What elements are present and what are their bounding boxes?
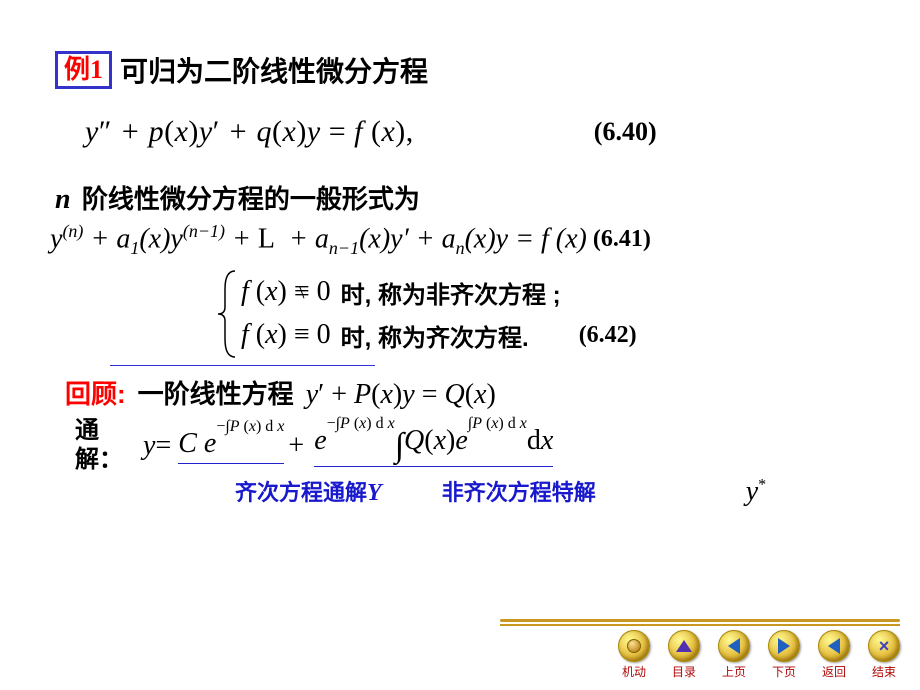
triangle-left-icon <box>728 638 740 654</box>
solution-label: 通解： <box>75 417 135 475</box>
equation-641-row: y(n) + a1(x)y(n−1) + L + an−1(x)y′ + an(… <box>50 221 870 259</box>
review-equation: y′ + P(x)y = Q(x) <box>306 379 496 411</box>
triangle-right-icon <box>778 638 790 654</box>
nav-end-button[interactable]: × <box>868 630 900 662</box>
nav-next-label: 下页 <box>772 663 796 680</box>
slide-content: 例1 可归为二阶线性微分方程 y″ + p(x)y′ + q(x)y = f (… <box>0 0 920 508</box>
nav-item-next: 下页 <box>768 630 800 680</box>
nav-auto-button[interactable] <box>618 630 650 662</box>
nav-prev-button[interactable] <box>718 630 750 662</box>
nav-prev-label: 上页 <box>722 663 746 680</box>
nav-end-label: 结束 <box>872 663 896 680</box>
equation-640-row: y″ + p(x)y′ + q(x)y = f (x), (6.40) <box>85 115 870 149</box>
example-label: 例1 <box>64 55 103 84</box>
equation-641-number: (6.41) <box>593 226 651 253</box>
term-homog: C e−∫P (x) d x <box>178 428 284 464</box>
dot-icon <box>627 639 641 653</box>
nav-item-prev: 上页 <box>718 630 750 680</box>
nav-next-button[interactable] <box>768 630 800 662</box>
nav-item-back: 返回 <box>818 630 850 680</box>
nav-item-auto: 机动 <box>618 630 650 680</box>
y-star: y* <box>746 476 766 508</box>
term-particular: e−∫P (x) d x∫Q(x) e∫P (x) d x dx <box>314 425 553 467</box>
triangle-up-icon <box>676 640 692 652</box>
brace-line-1: f (x) ≡ 0 时, 称为非齐次方程 ; <box>241 275 637 310</box>
particular-label: 非齐次方程特解 <box>442 475 596 507</box>
title-row: 例1 可归为二阶线性微分方程 <box>55 50 870 90</box>
equation-640-number: (6.40) <box>594 117 657 147</box>
equation-640: y″ + p(x)y′ + q(x)y = f (x), <box>85 115 414 149</box>
under-labels-row: 齐次方程通解Y 非齐次方程特解 y* <box>235 475 870 508</box>
bottom-nav: 机动 目录 上页 下页 返回 × 结束 <box>500 619 900 680</box>
review-heading: 一阶线性方程 <box>138 374 294 411</box>
equation-641: y(n) + a1(x)y(n−1) + L + an−1(x)y′ + an(… <box>50 221 587 259</box>
page-title: 可归为二阶线性微分方程 <box>120 50 428 90</box>
solution-equation: y = C e−∫P (x) d x + e−∫P (x) d x∫Q(x) e… <box>143 425 553 467</box>
nav-bar-bottom <box>500 624 900 626</box>
section-n-order: n 阶线性微分方程的一般形式为 <box>55 179 870 216</box>
brace-lines: f (x) ≡ 0 时, 称为非齐次方程 ; f (x) ≡ 0 时, 称为齐次… <box>241 275 637 353</box>
section2-text: 阶线性微分方程的一般形式为 <box>82 184 420 214</box>
example-box: 例1 <box>55 51 112 88</box>
nav-bar-top <box>500 619 900 622</box>
nav-item-toc: 目录 <box>668 630 700 680</box>
homog-text: 时, 称为齐次方程. <box>341 318 529 353</box>
review-row: 回顾: 一阶线性方程 y′ + P(x)y = Q(x) <box>65 374 870 411</box>
review-label: 回顾: <box>65 374 126 411</box>
brace-line-2: f (x) ≡ 0 时, 称为齐次方程. (6.42) <box>241 318 637 353</box>
fx-zero: f (x) ≡ 0 <box>241 319 331 351</box>
nonhomog-text: 时, 称为非齐次方程 ; <box>341 275 561 310</box>
nav-toc-button[interactable] <box>668 630 700 662</box>
equation-642-number: (6.42) <box>579 322 637 349</box>
fx-nonzero: f (x) ≡ 0 <box>241 276 331 308</box>
nav-back-button[interactable] <box>818 630 850 662</box>
x-icon: × <box>879 636 890 657</box>
homog-label: 齐次方程通解Y <box>235 475 382 507</box>
nav-toc-label: 目录 <box>672 663 696 680</box>
left-brace-icon <box>215 269 241 359</box>
divider-1 <box>110 365 375 366</box>
brace-cases: f (x) ≡ 0 时, 称为非齐次方程 ; f (x) ≡ 0 时, 称为齐次… <box>215 269 870 359</box>
nav-back-label: 返回 <box>822 663 846 680</box>
solution-row: 通解： y = C e−∫P (x) d x + e−∫P (x) d x∫Q(… <box>75 417 870 475</box>
nav-buttons-row: 机动 目录 上页 下页 返回 × 结束 <box>618 630 900 680</box>
nav-item-end: × 结束 <box>868 630 900 680</box>
n-italic: n <box>55 184 71 215</box>
nav-auto-label: 机动 <box>622 663 646 680</box>
triangle-left-icon <box>828 638 840 654</box>
